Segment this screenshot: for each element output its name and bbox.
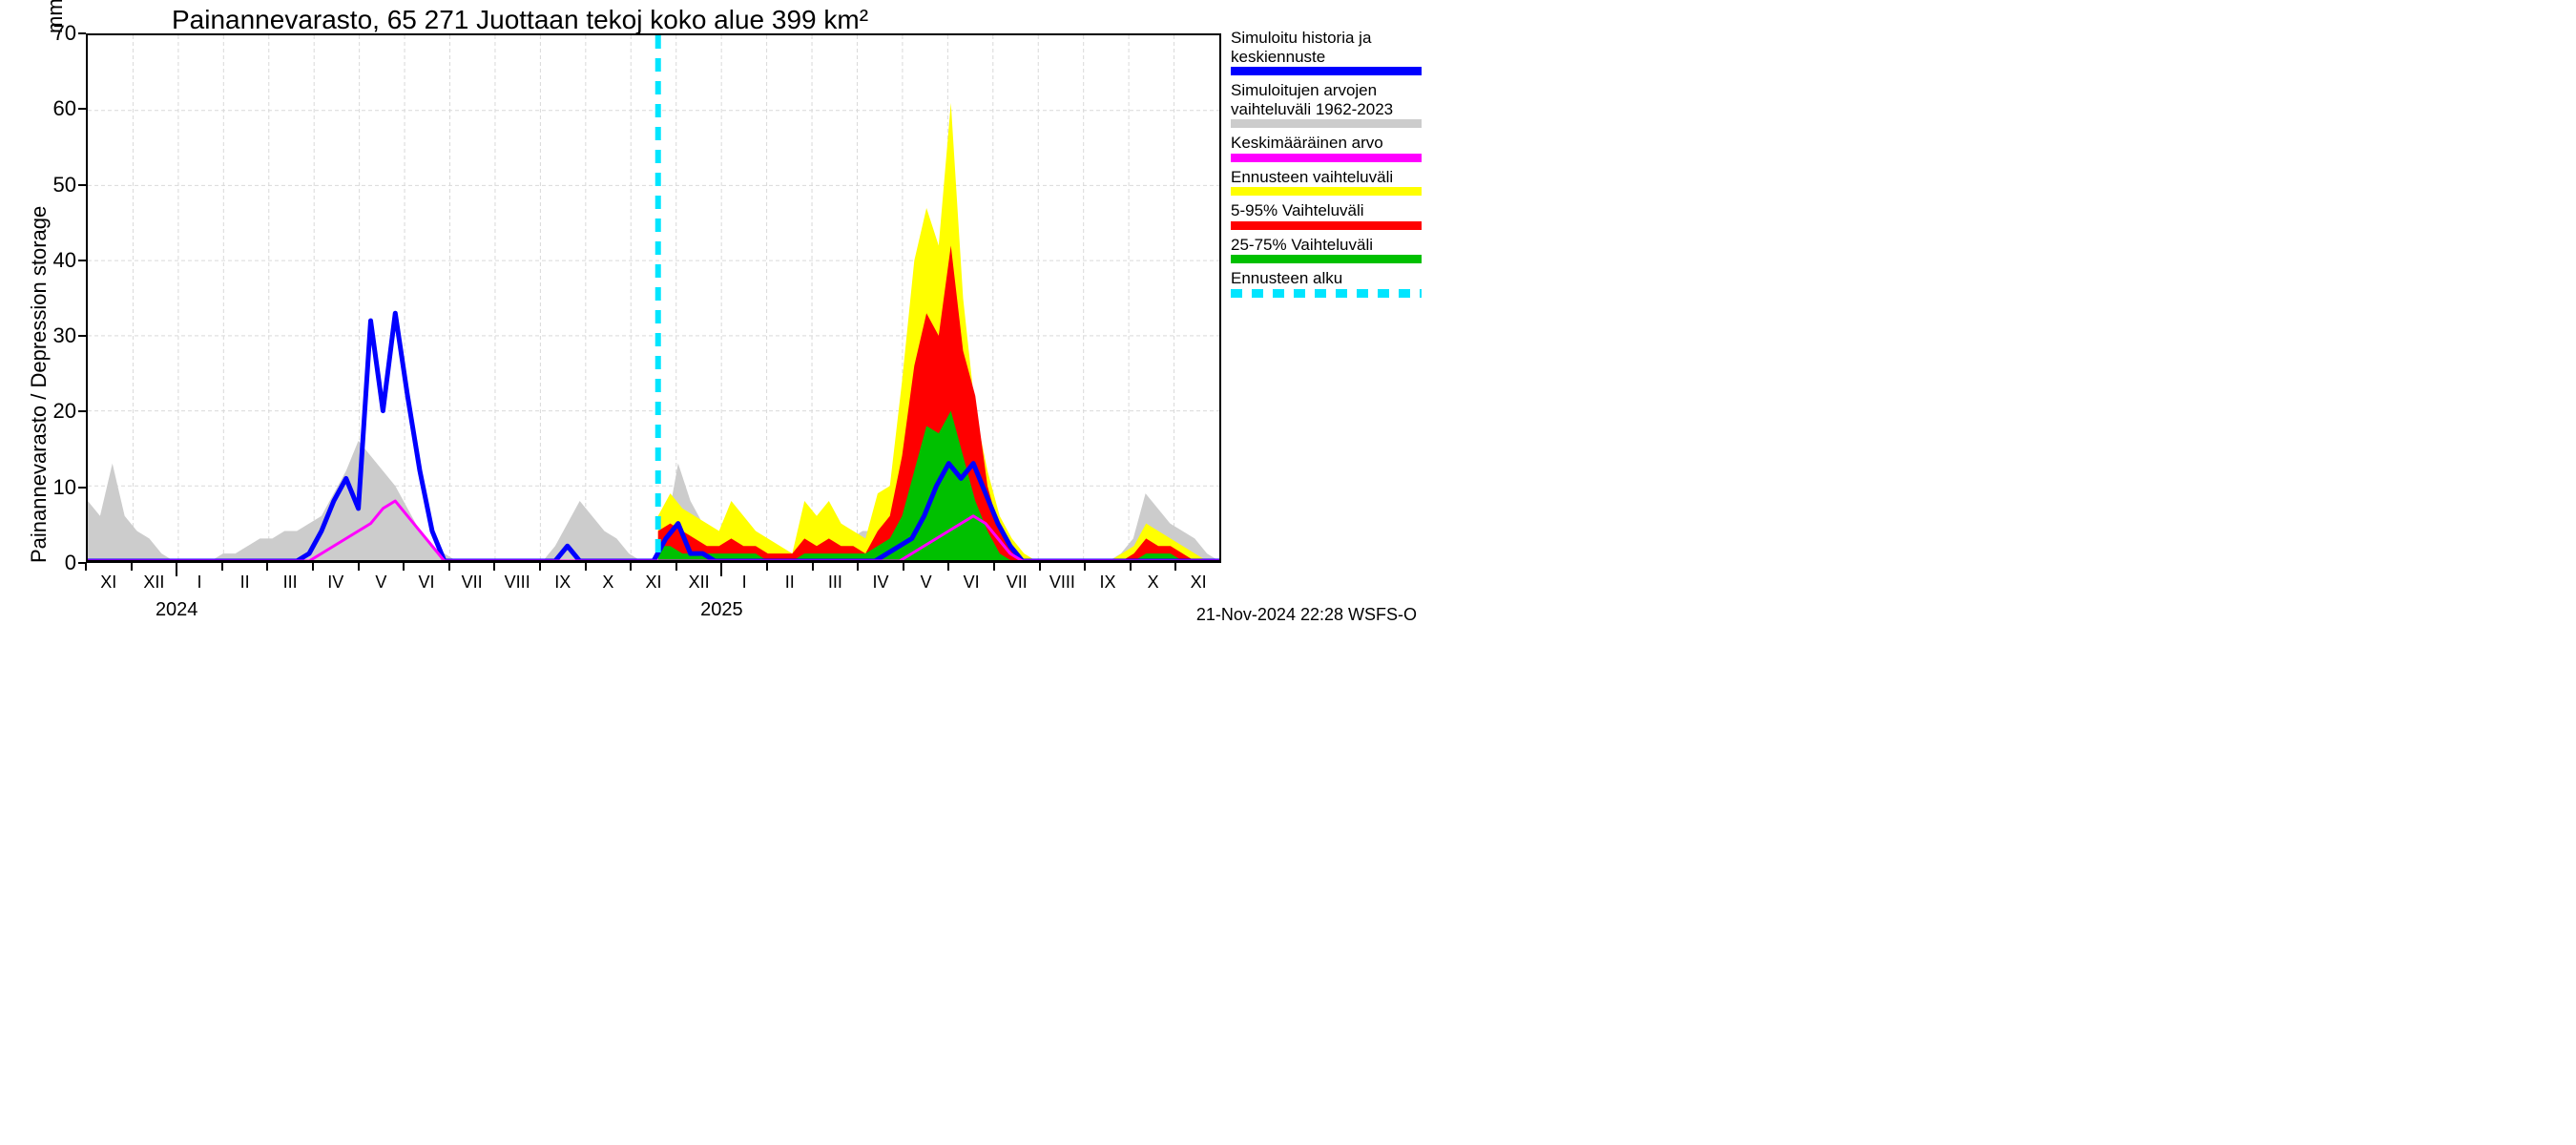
y-tick-label: 50 [0, 173, 76, 198]
legend-label: Ennusteen vaihteluväli [1231, 168, 1422, 187]
x-tick-label: XI [1191, 572, 1207, 593]
x-tick-label: IV [327, 572, 343, 593]
x-tick-label: XII [143, 572, 164, 593]
x-tick-label: III [283, 572, 298, 593]
footer-timestamp: 21-Nov-2024 22:28 WSFS-O [1196, 605, 1417, 625]
legend-swatch [1231, 67, 1422, 75]
legend-entry: Simuloitu historia jakeskiennuste [1231, 29, 1422, 75]
x-tick-label: VI [418, 572, 434, 593]
x-tick-label: X [1148, 572, 1159, 593]
x-tick-label: VIII [505, 572, 530, 593]
x-tick-label: VI [964, 572, 980, 593]
legend-entry: 5-95% Vaihteluväli [1231, 201, 1422, 230]
legend-entry: Simuloitujen arvojenvaihteluväli 1962-20… [1231, 81, 1422, 128]
legend-label: vaihteluväli 1962-2023 [1231, 100, 1422, 119]
x-tick-label: IX [1099, 572, 1115, 593]
x-tick-label: III [828, 572, 842, 593]
x-tick-label: XII [689, 572, 710, 593]
y-tick-label: 20 [0, 399, 76, 424]
x-tick-label: II [240, 572, 250, 593]
x-tick-label: IX [554, 572, 571, 593]
legend-swatch [1231, 187, 1422, 196]
x-tick-label: XI [645, 572, 661, 593]
x-year-label: 2024 [156, 599, 198, 621]
legend-label: Simuloitujen arvojen [1231, 81, 1422, 100]
legend-entry: Ennusteen vaihteluväli [1231, 168, 1422, 197]
x-tick-label: X [602, 572, 613, 593]
y-tick-label: 0 [0, 551, 76, 575]
legend-entry: Keskimääräinen arvo [1231, 134, 1422, 162]
legend-label: 5-95% Vaihteluväli [1231, 201, 1422, 220]
legend-swatch [1231, 119, 1422, 128]
y-tick-label: 60 [0, 96, 76, 121]
chart-title: Painannevarasto, 65 271 Juottaan tekoj k… [172, 5, 868, 35]
legend-swatch [1231, 221, 1422, 230]
y-tick-label: 30 [0, 323, 76, 348]
x-tick-label: VIII [1049, 572, 1075, 593]
x-tick-label: I [197, 572, 201, 593]
y-tick-label: 10 [0, 475, 76, 500]
x-tick-label: V [921, 572, 932, 593]
legend-entry: 25-75% Vaihteluväli [1231, 236, 1422, 264]
y-tick-label: 40 [0, 248, 76, 273]
legend-label: keskiennuste [1231, 48, 1422, 67]
chart-container: Painannevarasto, 65 271 Juottaan tekoj k… [0, 0, 1431, 639]
legend-label: Keskimääräinen arvo [1231, 134, 1422, 153]
x-tick-label: I [742, 572, 747, 593]
plot-area [86, 33, 1221, 563]
x-tick-label: IV [872, 572, 888, 593]
x-tick-label: XI [100, 572, 116, 593]
x-tick-label: VII [1007, 572, 1028, 593]
legend-swatch [1231, 154, 1422, 162]
legend-label: 25-75% Vaihteluväli [1231, 236, 1422, 255]
legend: Simuloitu historia jakeskiennusteSimuloi… [1231, 29, 1422, 303]
x-tick-label: VII [462, 572, 483, 593]
legend-swatch [1231, 255, 1422, 263]
x-year-label: 2025 [700, 599, 743, 621]
x-tick-label: V [375, 572, 386, 593]
legend-swatch [1231, 289, 1422, 298]
legend-label: Simuloitu historia ja [1231, 29, 1422, 48]
x-tick-label: II [785, 572, 795, 593]
legend-entry: Ennusteen alku [1231, 269, 1422, 298]
y-tick-label: 70 [0, 21, 76, 46]
legend-label: Ennusteen alku [1231, 269, 1422, 288]
